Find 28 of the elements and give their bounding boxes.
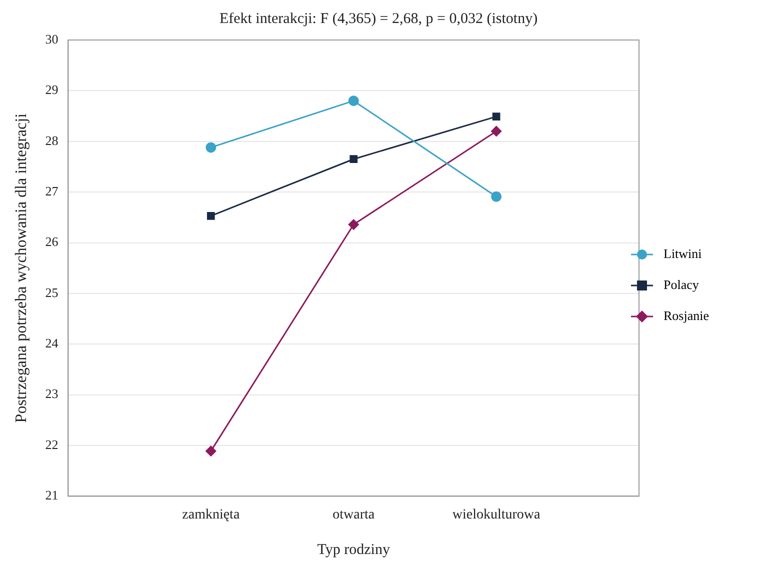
y-tick-label: 24: [45, 336, 59, 351]
y-tick-label: 29: [45, 82, 58, 98]
y-tick-label: 30: [45, 31, 58, 46]
legend-label: Rosjanie: [664, 308, 710, 323]
x-tick-label: otwarta: [332, 507, 376, 522]
point: [206, 142, 216, 153]
point: [350, 155, 358, 164]
y-tick-label: 26: [45, 234, 59, 250]
point: [348, 96, 359, 106]
y-tick-label: 28: [45, 132, 58, 148]
point: [491, 126, 502, 136]
y-tick-label: 27: [45, 183, 59, 198]
x-tick-label: zamknięta: [182, 507, 240, 522]
x-axis-title: Typ rodziny: [317, 542, 390, 558]
y-tick-label: 22: [45, 436, 58, 452]
y-axis-title: Postrzegana potrzeba wychowania dla integracji: [12, 112, 30, 423]
point: [492, 112, 500, 120]
legend-label: Litwini: [664, 246, 702, 261]
y-tick-label: 25: [45, 284, 58, 300]
y-tick-label: 21: [45, 488, 58, 503]
legend-label: Polacy: [664, 276, 700, 292]
chart-title: Efekt interakcji: F (4,365) = 2,68, p = 0,032 (istotny): [219, 10, 538, 27]
x-tick-label: wielokulturowa: [452, 507, 542, 522]
point: [206, 446, 216, 456]
point: [491, 191, 502, 202]
point: [206, 212, 215, 220]
y-tick-label: 23: [45, 386, 58, 402]
point: [348, 219, 359, 230]
